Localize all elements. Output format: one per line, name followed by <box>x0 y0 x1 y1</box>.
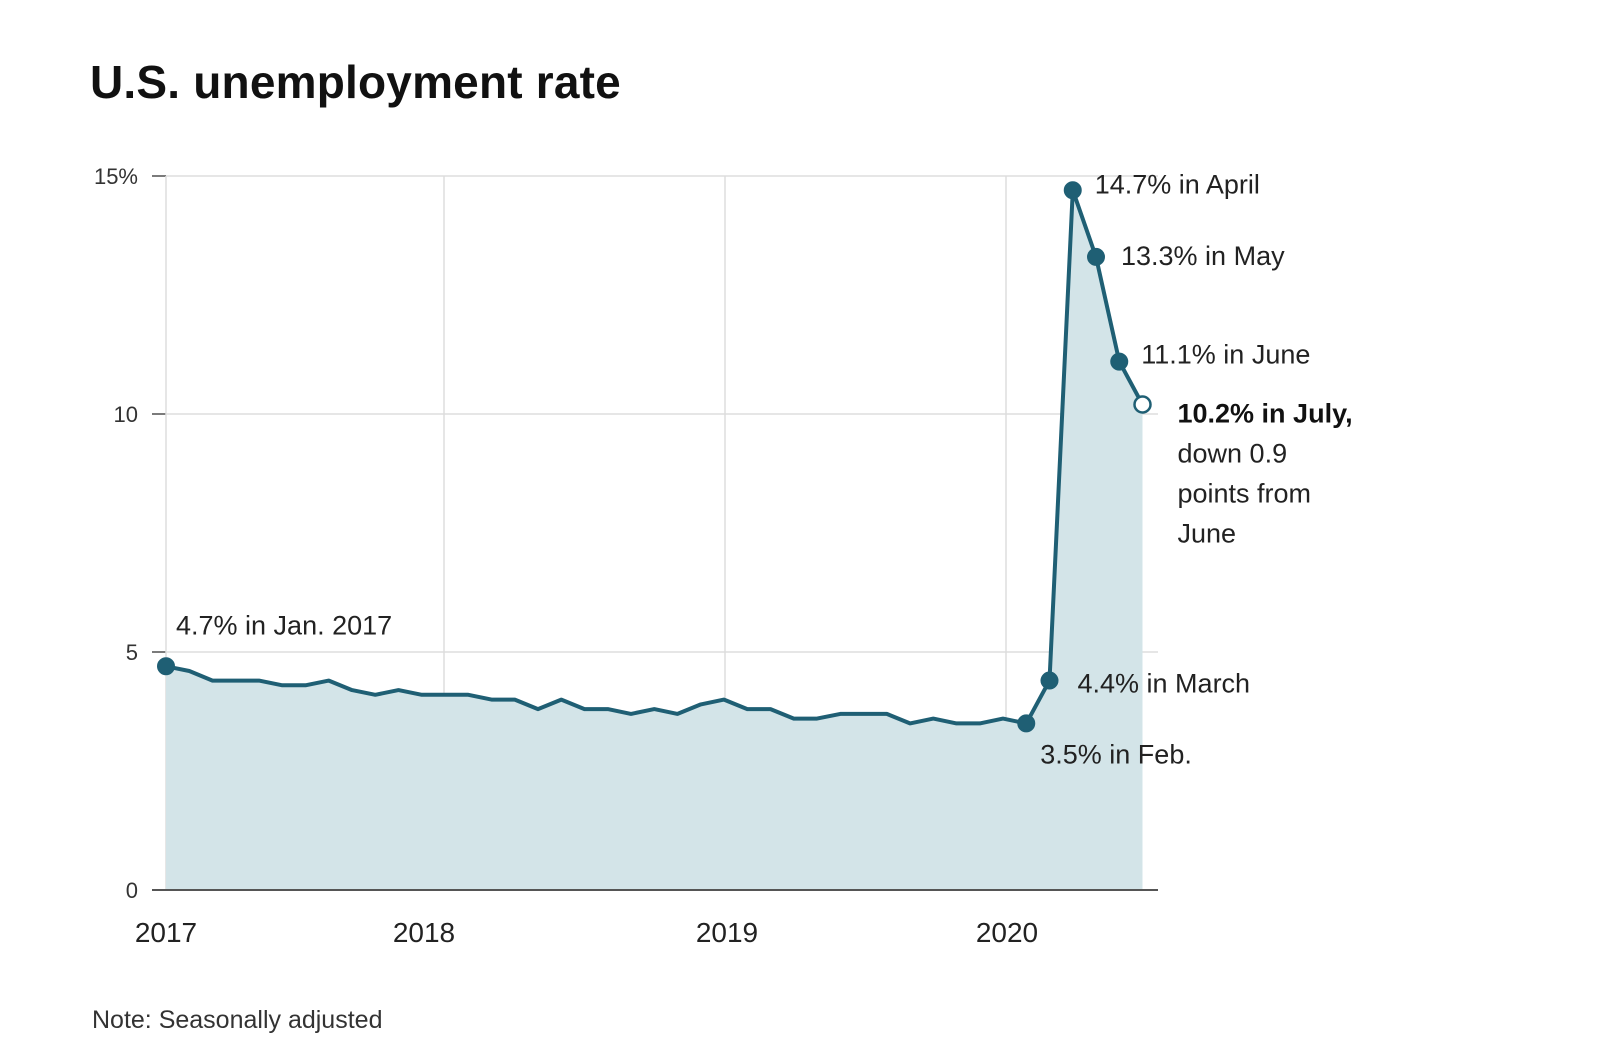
axis-layer: 0 5 10 15% 2017 2018 2019 2020 <box>94 164 1158 948</box>
area-layer <box>166 190 1143 891</box>
annotation-label: 4.4% in March <box>1078 669 1251 699</box>
y-tick-label: 10 <box>114 402 138 427</box>
unemployment-chart: 0 5 10 15% 2017 2018 2019 2020 4.7% in Jan. 201… <box>94 164 1353 948</box>
annotation-label: 14.7% in April <box>1095 169 1260 199</box>
series-line <box>164 188 1145 726</box>
annotated-point-marker <box>157 657 175 676</box>
annotation-label: 11.1% in June <box>1141 340 1310 370</box>
annotated-point-marker <box>1087 247 1105 266</box>
annotation-label: 4.7% in Jan. 2017 <box>176 610 392 640</box>
x-tick-label: 2019 <box>696 917 758 948</box>
annotation-label-line: down 0.9 <box>1178 438 1288 468</box>
annotation-label-line: points from <box>1178 478 1312 508</box>
annotated-point-marker <box>1110 352 1129 371</box>
point-layer <box>157 181 1152 733</box>
chart-title: U.S. unemployment rate <box>90 56 621 108</box>
y-tick-label: 0 <box>126 878 138 903</box>
x-tick-label: 2017 <box>135 917 197 948</box>
annotated-point-marker <box>1063 181 1082 200</box>
line-layer <box>164 188 1145 726</box>
annotation-label-bold: 10.2% in July, <box>1178 398 1353 428</box>
annotation-label: 13.3% in May <box>1121 241 1285 271</box>
y-tick-label: 5 <box>126 640 138 665</box>
y-tick-label: 15% <box>94 164 138 189</box>
annotated-point-marker <box>1017 714 1036 733</box>
x-tick-label: 2018 <box>393 917 455 948</box>
annotation-label-line: June <box>1178 518 1237 548</box>
x-tick-label: 2020 <box>976 917 1038 948</box>
area-fill <box>166 190 1143 891</box>
annotated-point-marker <box>1040 671 1059 690</box>
chart-note: Note: Seasonally adjusted <box>92 1006 383 1034</box>
annotation-label: 3.5% in Feb. <box>1040 739 1192 769</box>
latest-point-marker <box>1133 395 1152 414</box>
label-layer: 4.7% in Jan. 2017 3.5% in Feb. 4.4% in Mar… <box>176 169 1353 769</box>
